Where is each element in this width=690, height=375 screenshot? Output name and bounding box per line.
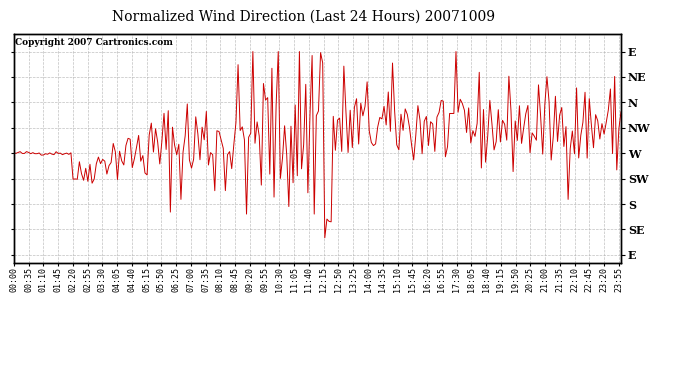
Text: Normalized Wind Direction (Last 24 Hours) 20071009: Normalized Wind Direction (Last 24 Hours… [112,9,495,23]
Text: Copyright 2007 Cartronics.com: Copyright 2007 Cartronics.com [15,38,173,47]
